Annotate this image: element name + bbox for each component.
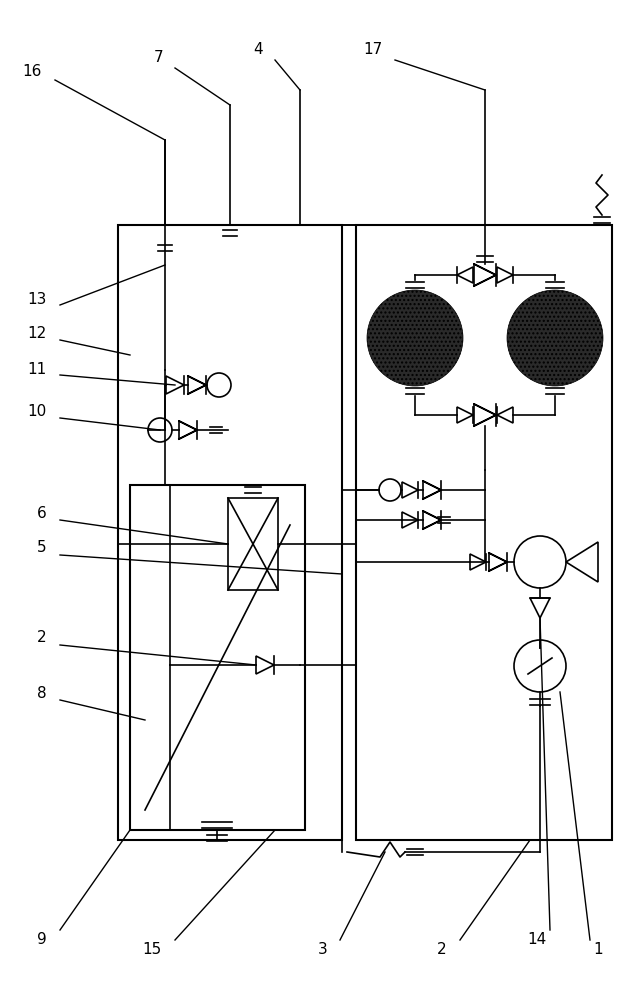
Text: 13: 13 — [28, 292, 47, 308]
Text: 10: 10 — [28, 404, 47, 420]
Circle shape — [507, 290, 603, 386]
Text: 2: 2 — [37, 631, 47, 646]
Text: 12: 12 — [28, 326, 47, 340]
Text: 1: 1 — [593, 942, 603, 958]
Text: 9: 9 — [37, 932, 47, 948]
Text: 6: 6 — [37, 506, 47, 522]
Text: 7: 7 — [153, 50, 163, 66]
Text: 16: 16 — [23, 64, 42, 80]
Text: 4: 4 — [253, 42, 263, 57]
Text: 2: 2 — [437, 942, 447, 958]
Text: 11: 11 — [28, 362, 47, 377]
Text: 17: 17 — [364, 42, 383, 57]
Text: 5: 5 — [37, 540, 47, 556]
Bar — [228, 498, 278, 590]
Bar — [118, 225, 342, 840]
Text: 8: 8 — [37, 686, 47, 702]
Bar — [130, 485, 305, 830]
Bar — [356, 225, 612, 840]
Text: 14: 14 — [527, 932, 547, 948]
Text: 15: 15 — [143, 942, 162, 958]
Circle shape — [367, 290, 463, 386]
Text: 3: 3 — [318, 942, 328, 958]
